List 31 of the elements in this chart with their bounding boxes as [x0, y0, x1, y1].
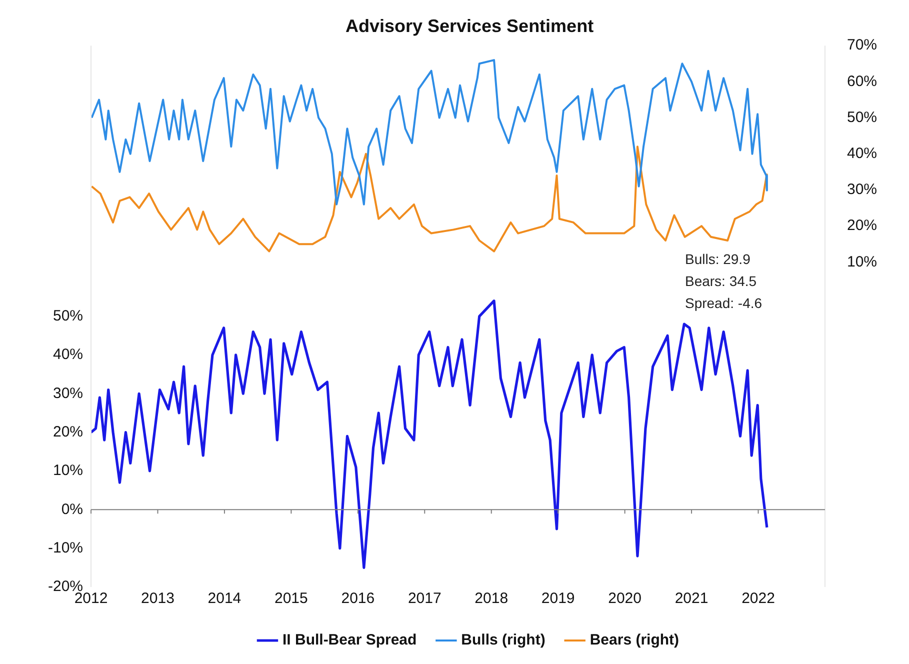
y2-tick-label: 20%	[846, 217, 878, 234]
y-tick-label: -10%	[48, 539, 84, 556]
y-tick-label: 10%	[52, 462, 84, 480]
y2-tick-label: 10%	[846, 253, 878, 270]
x-tick-label: 2014	[208, 590, 242, 608]
x-tick-label: 2021	[674, 590, 708, 608]
x-tick-label: 2018	[474, 590, 508, 608]
x-tick-label: 2017	[408, 590, 442, 608]
annotation: Bears: 34.5	[684, 273, 757, 290]
y2-tick-label: 70%	[846, 36, 878, 54]
legend-label: II Bull-Bear Spread	[282, 632, 417, 649]
x-tick-label: 2020	[608, 590, 642, 608]
x-tick-label: 2016	[341, 590, 375, 608]
x-tick-label: 2015	[274, 590, 308, 608]
x-tick-label: 2013	[141, 590, 174, 608]
y-tick-label: 20%	[52, 423, 84, 440]
y-tick-label: 50%	[52, 307, 84, 324]
y2-tick-label: 40%	[846, 145, 878, 162]
y-tick-label: 40%	[52, 346, 84, 364]
annotation: Bulls: 29.9	[684, 251, 751, 268]
x-tick-label: 2019	[541, 590, 575, 608]
x-tick-label: 2022	[742, 590, 775, 608]
y-tick-label: 30%	[52, 384, 84, 402]
y2-tick-label: 50%	[846, 108, 878, 126]
legend-label: Bulls (right)	[461, 632, 546, 649]
y2-tick-label: 30%	[846, 181, 878, 198]
chart-title: Advisory Services Sentiment	[345, 16, 594, 36]
y2-tick-label: 60%	[846, 72, 878, 90]
legend-label: Bears (right)	[590, 632, 680, 649]
y-tick-label: 0%	[61, 500, 84, 518]
annotation: Spread: -4.6	[684, 295, 762, 312]
